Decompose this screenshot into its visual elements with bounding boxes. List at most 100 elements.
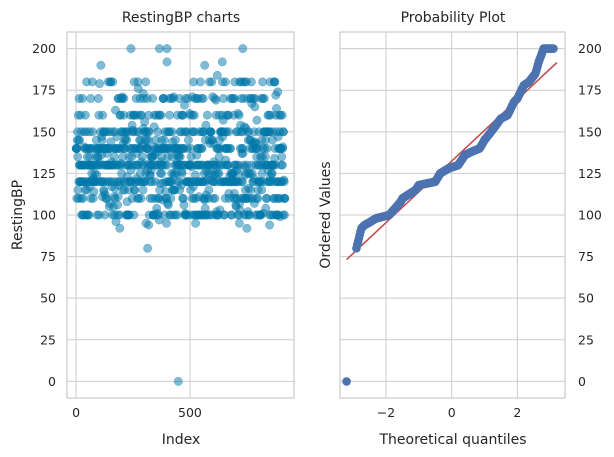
left-y-tick-label: 200	[32, 41, 56, 56]
right-points	[342, 44, 558, 386]
left-data-point	[84, 210, 94, 220]
left-data-point	[252, 115, 262, 125]
left-data-point	[122, 135, 132, 145]
left-data-point	[201, 120, 211, 130]
right-chart-title: Probability Plot	[401, 10, 506, 26]
left-x-tick-label: 0	[72, 405, 80, 420]
left-data-point	[98, 110, 108, 120]
left-x-tick-labels: 0 500	[72, 405, 202, 420]
left-data-point	[280, 193, 290, 203]
left-data-point	[87, 77, 97, 87]
right-y-tick-label: 125	[578, 166, 602, 181]
left-data-point	[277, 110, 287, 120]
left-y-tick-label: 0	[48, 374, 56, 389]
left-data-point	[278, 142, 288, 152]
left-data-point	[173, 376, 183, 386]
right-x-tick-label: 0	[448, 405, 456, 420]
left-y-tick-label: 150	[32, 124, 56, 139]
right-y-tick-label: 75	[578, 249, 594, 264]
right-y-tick-label: 175	[578, 83, 602, 98]
left-data-point	[177, 168, 187, 178]
right-y-tick-label: 50	[578, 291, 594, 306]
left-data-point	[217, 57, 227, 67]
left-data-point	[78, 193, 88, 203]
left-data-point	[250, 102, 260, 112]
left-data-point	[212, 70, 222, 80]
left-points	[71, 44, 290, 386]
left-data-point	[175, 152, 185, 162]
left-data-point	[154, 44, 164, 54]
left-data-point	[214, 168, 224, 178]
right-x-tick-labels: −2 0 2	[377, 405, 522, 420]
left-data-point	[204, 185, 214, 195]
left-x-tick-label: 500	[178, 405, 202, 420]
left-data-point	[136, 193, 146, 203]
left-data-point	[257, 185, 267, 195]
left-data-point	[138, 185, 148, 195]
left-data-point	[202, 110, 212, 120]
left-data-point	[183, 135, 193, 145]
left-data-point	[211, 95, 221, 105]
left-data-point	[109, 152, 119, 162]
left-data-point	[234, 110, 244, 120]
right-panel: 0 25 50 75 100 125 150 175 200 −2 0 2 Probability …	[318, 10, 602, 448]
left-data-point	[238, 44, 248, 54]
left-data-point	[179, 200, 189, 210]
left-data-point	[165, 110, 174, 120]
left-data-point	[88, 127, 98, 137]
left-data-point	[270, 77, 280, 87]
left-data-point	[144, 220, 154, 230]
right-y-tick-label: 200	[578, 41, 602, 56]
left-y-tick-label: 25	[40, 332, 56, 347]
right-y-tick-label: 0	[578, 374, 586, 389]
left-data-point	[246, 185, 255, 195]
left-data-point	[141, 77, 151, 87]
left-y-tick-label: 75	[40, 249, 56, 264]
left-panel: 0 25 50 75 100 125 150 175 200 0 500 RestingBP ch…	[10, 10, 295, 448]
left-data-point	[234, 218, 244, 228]
left-y-tick-label: 100	[32, 208, 56, 223]
left-data-point	[115, 223, 125, 233]
left-data-point	[258, 77, 268, 87]
left-data-point	[170, 135, 180, 145]
left-data-point	[156, 110, 166, 120]
right-y-tick-label: 150	[578, 124, 602, 139]
left-data-point	[277, 160, 287, 170]
left-data-point	[197, 144, 207, 153]
left-y-tick-label: 125	[32, 166, 56, 181]
left-y-tick-label: 175	[32, 83, 56, 98]
left-data-point	[242, 223, 252, 233]
left-data-point	[86, 94, 96, 103]
left-data-point	[277, 152, 287, 162]
left-data-point	[279, 177, 289, 187]
left-data-point	[159, 135, 169, 145]
left-data-point	[259, 94, 269, 103]
left-data-point	[162, 160, 172, 170]
left-data-point	[119, 94, 129, 103]
left-data-point	[166, 193, 176, 203]
left-data-point	[97, 135, 107, 145]
left-data-point	[207, 77, 217, 87]
left-data-point	[189, 110, 199, 120]
left-data-point	[265, 220, 275, 230]
right-y-axis-label: Ordered Values	[318, 161, 334, 268]
left-data-point	[261, 203, 271, 213]
left-y-tick-labels: 0 25 50 75 100 125 150 175 200	[32, 41, 56, 389]
left-data-point	[272, 104, 281, 113]
left-data-point	[267, 168, 277, 178]
left-y-tick-label: 50	[40, 291, 56, 306]
left-data-point	[140, 117, 150, 127]
left-data-point	[93, 94, 103, 103]
left-data-point	[137, 152, 147, 162]
left-data-point	[154, 215, 164, 225]
left-data-point	[260, 152, 270, 162]
left-data-point	[162, 57, 172, 67]
right-y-tick-label: 25	[578, 332, 594, 347]
right-y-tick-labels: 0 25 50 75 100 125 150 175 200	[578, 41, 602, 389]
left-data-point	[129, 210, 139, 220]
left-data-point	[162, 44, 172, 54]
left-data-point	[72, 144, 82, 153]
left-data-point	[73, 152, 83, 162]
left-data-point	[162, 218, 171, 228]
left-data-point	[130, 185, 140, 195]
